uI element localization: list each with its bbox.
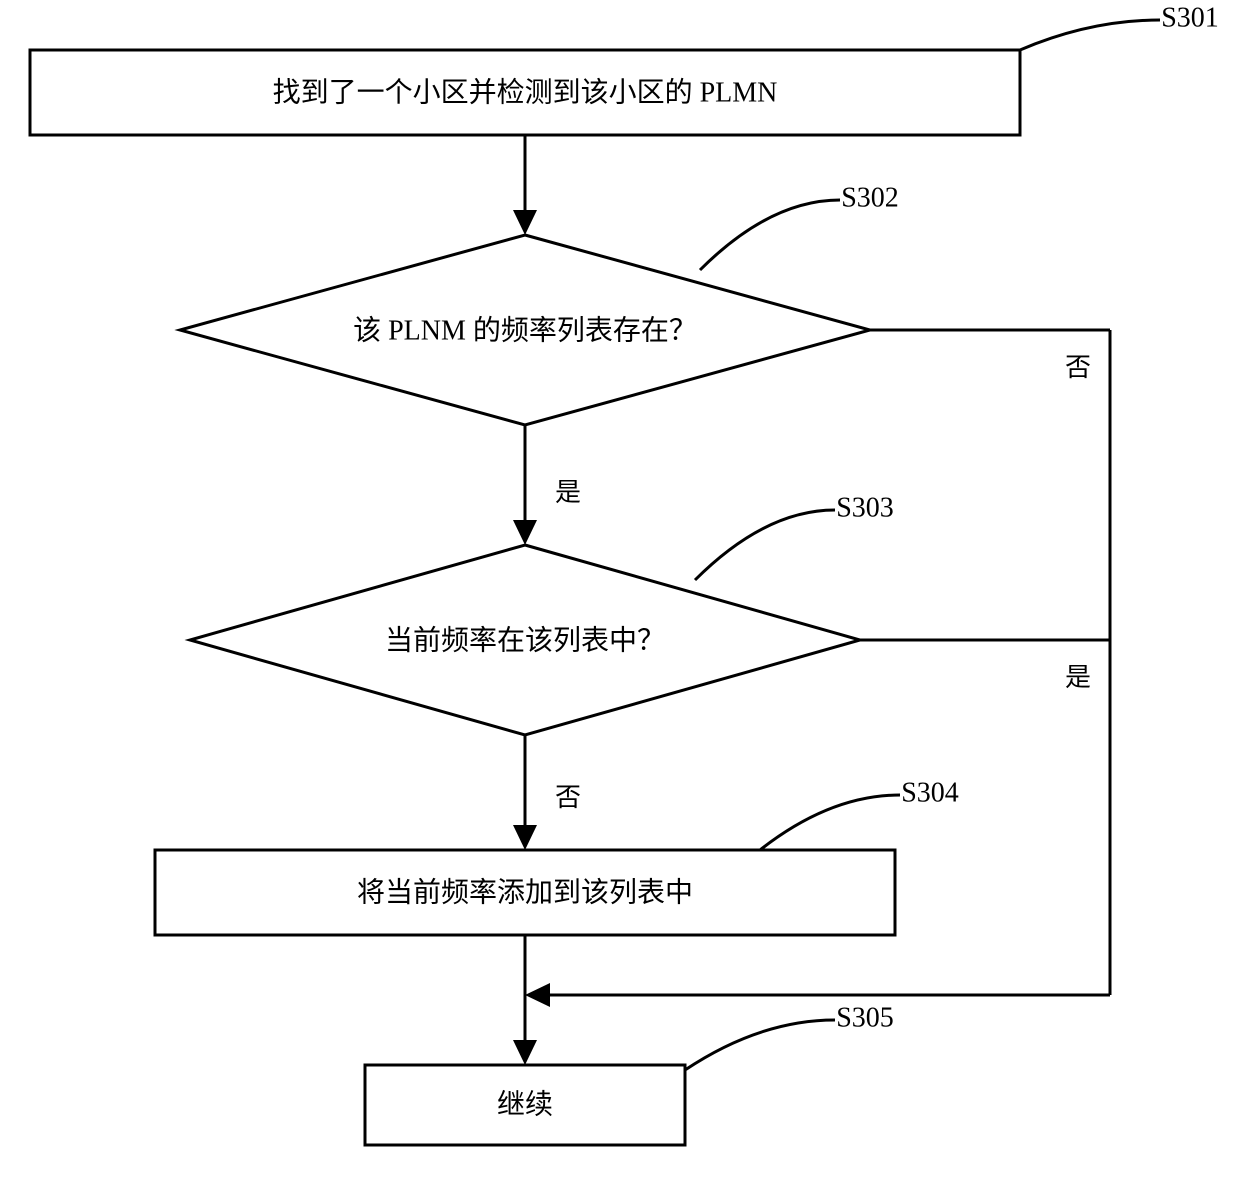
flowchart: 找到了一个小区并检测到该小区的 PLMN S301 该 PLNM 的频率列表存在… [0, 0, 1258, 1183]
node-s305-text: 继续 [497, 1088, 553, 1120]
arrowhead-bypass [525, 983, 550, 1007]
arrowhead-1 [513, 210, 537, 235]
node-s301-text: 找到了一个小区并检测到该小区的 PLMN [273, 76, 778, 108]
edge-s302-no-label: 否 [1065, 353, 1091, 382]
node-s303-text: 当前频率在该列表中？ [385, 624, 665, 656]
node-s302-text: 该 PLNM 的频率列表存在？ [353, 314, 697, 346]
label-s302: S302 [841, 182, 899, 213]
callout-s304 [760, 795, 900, 850]
label-s304: S304 [901, 777, 959, 808]
node-s304-text: 将当前频率添加到该列表中 [357, 876, 693, 908]
edge-s302-yes-label: 是 [555, 478, 581, 507]
callout-s302 [700, 200, 840, 270]
label-s301: S301 [1161, 2, 1219, 33]
callout-s305 [685, 1020, 835, 1070]
callout-s301 [1020, 20, 1160, 50]
edge-s303-no-label: 否 [555, 783, 581, 812]
label-s303: S303 [836, 492, 894, 523]
label-s305: S305 [836, 1002, 894, 1033]
arrowhead-3 [513, 825, 537, 850]
arrowhead-4 [513, 1040, 537, 1065]
arrowhead-2 [513, 520, 537, 545]
callout-s303 [695, 510, 835, 580]
edge-s303-yes-label: 是 [1065, 663, 1091, 692]
